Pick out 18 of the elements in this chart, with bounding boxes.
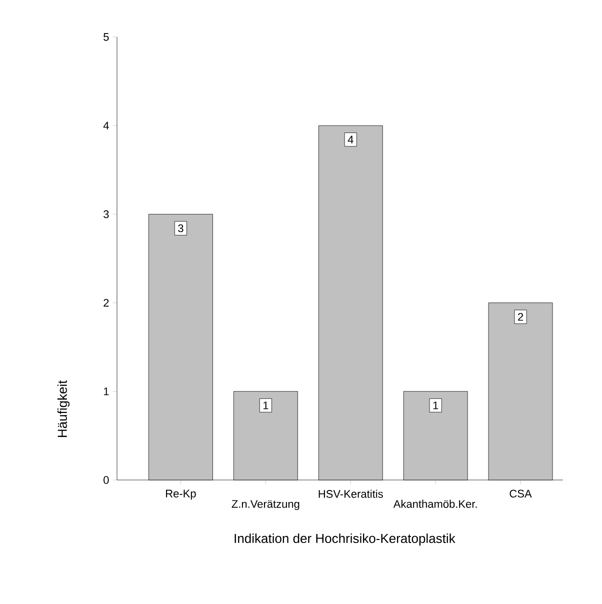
- x-tick-label: HSV-Keratitis: [318, 490, 383, 498]
- data-label: 1: [433, 402, 438, 410]
- data-label: 1: [263, 402, 268, 410]
- data-label: 4: [348, 136, 354, 144]
- y-tick-label: 2: [104, 298, 109, 307]
- y-tick-label: 1: [104, 388, 109, 396]
- y-tick-label: 5: [104, 33, 109, 41]
- y-tick-label: 0: [104, 476, 109, 484]
- x-tick-label: Z.n.Verätzung: [232, 500, 300, 510]
- y-axis-title: Häufigkeit: [57, 380, 70, 437]
- data-label: 2: [518, 312, 524, 321]
- x-tick-label: Re-Kp: [166, 490, 196, 500]
- y-tick-label: 3: [104, 210, 109, 218]
- y-tick-label: 4: [103, 122, 109, 130]
- x-axis-title: Indikation der Hochrisiko-Keratoplastik: [234, 534, 456, 546]
- x-tick-label: Akanthamöb.Ker.: [393, 500, 477, 508]
- data-label: 3: [178, 224, 184, 232]
- x-tick-label: CSA: [510, 490, 532, 498]
